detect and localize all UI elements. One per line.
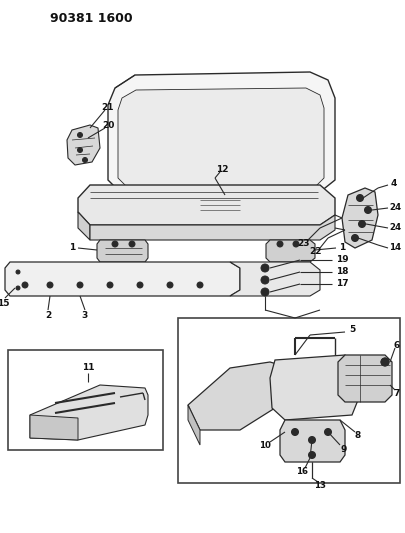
Circle shape: [107, 282, 113, 288]
Text: 17: 17: [335, 279, 347, 288]
Polygon shape: [279, 420, 344, 462]
Circle shape: [358, 221, 364, 228]
Circle shape: [77, 148, 82, 152]
Polygon shape: [108, 72, 334, 192]
Text: 16: 16: [295, 467, 307, 477]
Circle shape: [166, 282, 173, 288]
Bar: [194, 195, 244, 220]
Circle shape: [324, 429, 331, 435]
Text: 6: 6: [393, 341, 399, 350]
Text: 23: 23: [297, 239, 309, 248]
Text: 7: 7: [393, 389, 399, 398]
Polygon shape: [118, 88, 323, 186]
Polygon shape: [337, 355, 391, 402]
Circle shape: [22, 282, 28, 288]
Circle shape: [308, 437, 315, 443]
Polygon shape: [90, 215, 334, 240]
Text: 1: 1: [69, 244, 75, 253]
Text: 21: 21: [102, 102, 114, 111]
Polygon shape: [188, 405, 200, 445]
Circle shape: [129, 241, 135, 247]
Circle shape: [260, 276, 269, 284]
Polygon shape: [30, 385, 148, 440]
Polygon shape: [30, 415, 78, 440]
Text: 1: 1: [338, 244, 344, 253]
Polygon shape: [78, 212, 90, 240]
Bar: [177, 318, 399, 483]
Circle shape: [136, 282, 143, 288]
Text: 22: 22: [309, 247, 322, 256]
Circle shape: [112, 241, 118, 247]
Text: 14: 14: [388, 244, 400, 253]
Polygon shape: [5, 262, 239, 296]
Circle shape: [82, 157, 87, 163]
Circle shape: [380, 358, 388, 366]
Text: 10: 10: [258, 440, 270, 449]
Text: 24: 24: [388, 203, 400, 212]
Circle shape: [16, 270, 20, 274]
Polygon shape: [341, 188, 377, 248]
Circle shape: [47, 282, 53, 288]
Polygon shape: [269, 355, 359, 420]
Text: 5: 5: [348, 326, 354, 335]
Bar: [8, 350, 162, 450]
Text: 15: 15: [0, 300, 9, 309]
Text: 19: 19: [335, 255, 347, 264]
Text: 8: 8: [354, 431, 360, 440]
Text: 24: 24: [388, 223, 400, 232]
Circle shape: [77, 282, 83, 288]
Text: 3: 3: [82, 311, 88, 320]
Text: 90381 1600: 90381 1600: [50, 12, 132, 25]
Circle shape: [292, 241, 298, 247]
Circle shape: [260, 288, 269, 296]
Circle shape: [260, 264, 269, 272]
Polygon shape: [230, 262, 319, 296]
Polygon shape: [67, 125, 100, 165]
Text: 20: 20: [102, 122, 114, 131]
Text: 4: 4: [390, 179, 396, 188]
Circle shape: [276, 241, 282, 247]
Circle shape: [364, 206, 371, 214]
Text: 9: 9: [340, 445, 346, 454]
Text: 18: 18: [335, 268, 347, 277]
Polygon shape: [78, 185, 334, 225]
Circle shape: [380, 358, 388, 366]
Circle shape: [196, 282, 202, 288]
Text: 11: 11: [81, 364, 94, 373]
Text: 13: 13: [313, 481, 325, 489]
Polygon shape: [97, 240, 148, 262]
Circle shape: [77, 133, 82, 138]
Circle shape: [308, 451, 315, 458]
Circle shape: [351, 235, 358, 241]
Polygon shape: [188, 362, 294, 430]
Text: 12: 12: [215, 165, 228, 174]
Bar: [18, 270, 222, 288]
Circle shape: [356, 195, 362, 201]
Circle shape: [291, 429, 298, 435]
Circle shape: [16, 286, 20, 290]
Polygon shape: [265, 240, 314, 262]
Text: 2: 2: [45, 311, 51, 320]
